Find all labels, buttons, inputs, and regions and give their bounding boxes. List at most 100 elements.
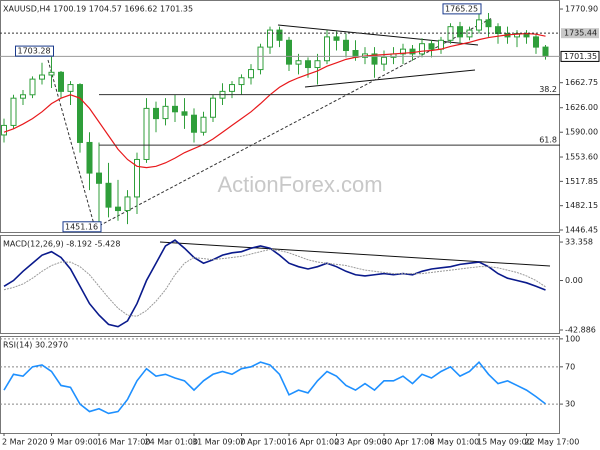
- candle-body: [77, 84, 83, 143]
- y-tick-label: 30: [565, 400, 575, 409]
- candle-body: [29, 78, 36, 96]
- y-tick-label: 1482.15: [565, 201, 598, 210]
- level-tag: [561, 28, 599, 39]
- candle-body: [371, 53, 378, 65]
- level-label: 1735.44: [564, 29, 597, 38]
- candle-body: [48, 71, 55, 76]
- indicator-line: [3, 360, 546, 415]
- candle-body: [86, 141, 93, 174]
- trendlines: [47, 17, 551, 267]
- macd-frame: [0, 235, 560, 334]
- trendline: [277, 24, 479, 46]
- x-tick-label: 16 Mar 17:00: [97, 438, 150, 447]
- candle-body: [162, 105, 169, 120]
- y-tick-label: 33.358: [565, 238, 593, 247]
- candle-body: [333, 36, 340, 41]
- candle-body: [20, 94, 26, 99]
- candle-body: [134, 158, 140, 198]
- annotation: 1451.16: [65, 222, 98, 231]
- y-tick-label: 1626.00: [565, 103, 598, 112]
- x-tick-label: 15 May 09:00: [477, 438, 532, 447]
- candle-body: [105, 182, 112, 208]
- x-tick-label: 23 Apr 09:00: [335, 438, 387, 447]
- annotation-box: [15, 45, 54, 57]
- candle-body: [181, 111, 188, 116]
- y-tick-label: 1590.00: [565, 128, 598, 137]
- candle-body: [286, 39, 292, 65]
- trendline: [159, 241, 551, 267]
- watermark: ActionForex.com: [217, 172, 382, 197]
- candle-body: [96, 172, 102, 184]
- candle-body: [295, 60, 302, 65]
- candle-body: [476, 19, 482, 31]
- candle-body: [153, 107, 159, 120]
- candle-body: [248, 69, 254, 79]
- candle-body: [324, 36, 330, 62]
- panel-frames: [0, 0, 560, 434]
- y-tick-label: 1770.90: [565, 5, 598, 14]
- candle-body: [257, 46, 264, 71]
- annotation-box: [62, 221, 102, 233]
- candle-body: [39, 74, 45, 80]
- y-tick-label: 70: [565, 362, 575, 371]
- fib-label: 61.8: [539, 136, 557, 145]
- candle-body: [533, 36, 539, 48]
- candle-body: [419, 43, 425, 55]
- fib-label: 38.2: [539, 85, 557, 94]
- x-tick-label: 30 Apr 17:00: [382, 438, 434, 447]
- candle-body: [10, 97, 17, 126]
- candle-body: [124, 196, 131, 212]
- candle-body: [1, 124, 7, 136]
- candle-body: [409, 48, 416, 55]
- annotation: 1765.25: [445, 4, 478, 13]
- x-tick-label: 22 May 17:00: [525, 438, 580, 447]
- candle-body: [485, 19, 492, 28]
- panel-title: XAUUSD,H4 1700.19 1704.57 1696.62 1701.3…: [3, 5, 193, 14]
- price-label: 1701.35: [564, 52, 597, 61]
- panel-title: MACD(12,26,9) -8.192 -5.428: [3, 240, 120, 249]
- candle-body: [229, 84, 235, 92]
- y-tick-label: 0.00: [565, 276, 583, 285]
- x-tick-label: 2 Mar 2020: [2, 438, 48, 447]
- y-tick-label: 1517.85: [565, 177, 598, 186]
- candle-body: [115, 206, 121, 212]
- x-tick-label: 31 Mar 09:00: [192, 438, 245, 447]
- x-tick-label: 7 Apr 17:00: [240, 438, 287, 447]
- candle-body: [495, 26, 501, 34]
- candle-body: [428, 43, 435, 50]
- x-tick-label: 8 May 01:00: [430, 438, 480, 447]
- candle-body: [438, 39, 444, 50]
- candle-body: [67, 84, 74, 92]
- candle-body: [200, 116, 207, 133]
- candle-body: [305, 60, 311, 69]
- annotation-box: [442, 3, 482, 15]
- x-tick-label: 9 Mar 09:00: [50, 438, 98, 447]
- y-tick-label: 1662.75: [565, 78, 598, 87]
- candle-body: [343, 39, 349, 52]
- trendline: [47, 59, 96, 229]
- trendline: [304, 69, 476, 88]
- rsi-frame: [0, 336, 560, 434]
- price-frame: [0, 0, 560, 233]
- candle-body: [381, 56, 387, 65]
- y-tick-label: 1553.60: [565, 153, 598, 162]
- candle-body: [238, 77, 245, 86]
- candle-body: [276, 29, 283, 41]
- candle-body: [267, 29, 273, 48]
- candle-body: [400, 48, 406, 55]
- candle-body: [191, 114, 197, 133]
- annotation: 1703.28: [18, 47, 51, 56]
- candle-body: [172, 105, 178, 113]
- y-tick-label: 1446.45: [565, 225, 598, 234]
- moving-average: [3, 32, 546, 169]
- candle-body: [210, 97, 216, 118]
- indicator-line: [3, 248, 546, 317]
- indicator-line: [3, 239, 546, 328]
- candle-body: [457, 26, 463, 38]
- panel-title: RSI(14) 30.2970: [3, 341, 68, 350]
- candle-body: [58, 71, 64, 92]
- y-tick-label: 100: [565, 334, 580, 343]
- candle-body: [542, 46, 549, 57]
- price-tag: [560, 50, 600, 62]
